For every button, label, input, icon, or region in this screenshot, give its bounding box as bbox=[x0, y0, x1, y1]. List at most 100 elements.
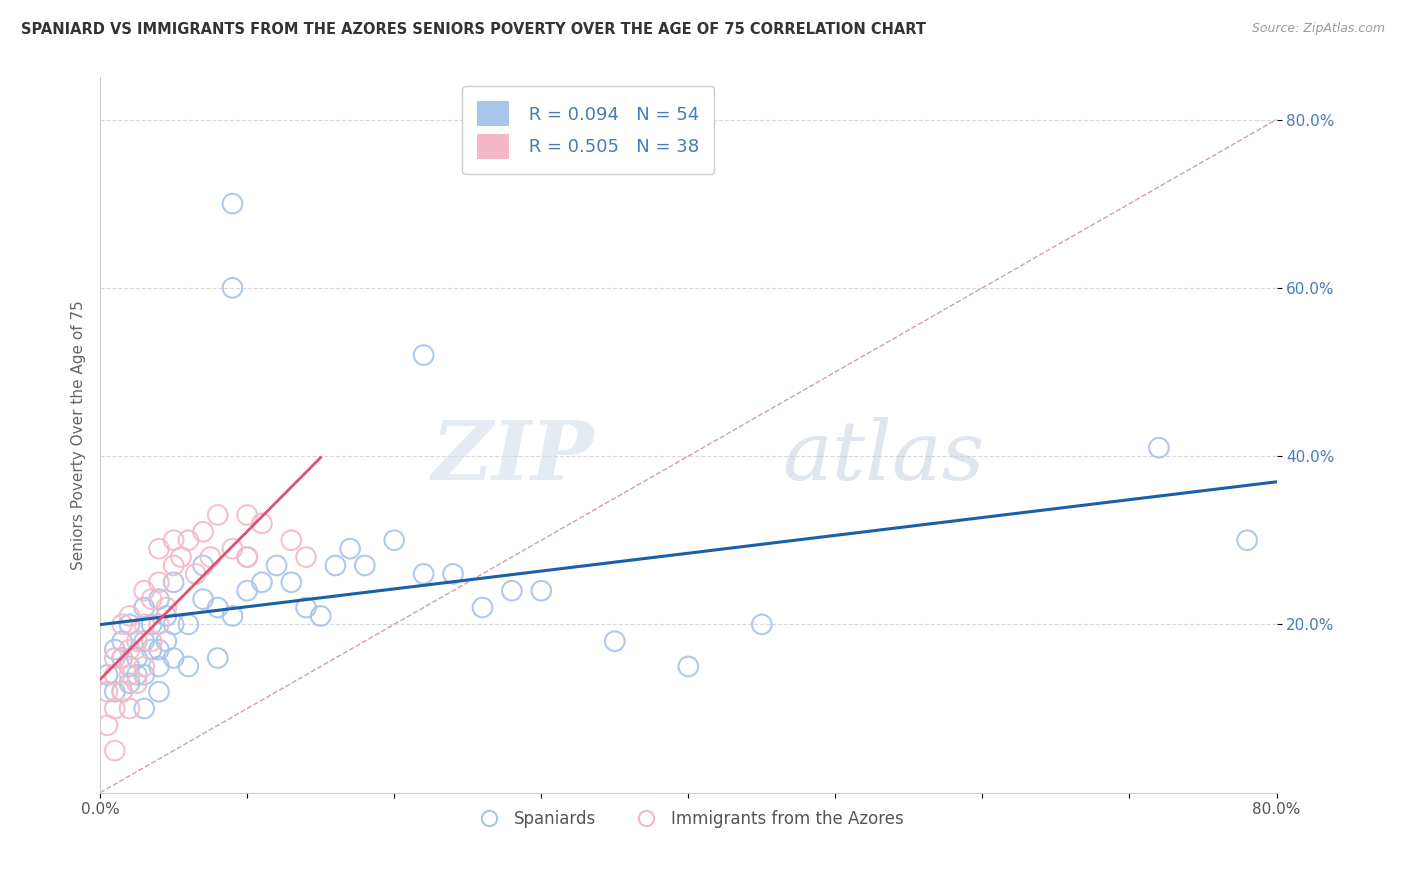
Point bbox=[111, 651, 134, 665]
Point bbox=[155, 634, 177, 648]
Point bbox=[134, 659, 156, 673]
Point bbox=[339, 541, 361, 556]
Point bbox=[200, 550, 222, 565]
Point bbox=[471, 600, 494, 615]
Point bbox=[104, 684, 127, 698]
Point bbox=[309, 609, 332, 624]
Point bbox=[104, 668, 127, 682]
Point bbox=[134, 617, 156, 632]
Point bbox=[118, 676, 141, 690]
Text: ZIP: ZIP bbox=[432, 417, 595, 497]
Point bbox=[280, 533, 302, 548]
Point bbox=[163, 575, 186, 590]
Point bbox=[325, 558, 347, 573]
Point bbox=[148, 617, 170, 632]
Point bbox=[177, 617, 200, 632]
Point bbox=[148, 642, 170, 657]
Point bbox=[221, 609, 243, 624]
Point bbox=[678, 659, 700, 673]
Point bbox=[125, 634, 148, 648]
Point bbox=[134, 668, 156, 682]
Point bbox=[221, 541, 243, 556]
Point bbox=[141, 642, 163, 657]
Point bbox=[155, 600, 177, 615]
Point bbox=[125, 651, 148, 665]
Point bbox=[141, 592, 163, 607]
Point bbox=[111, 617, 134, 632]
Point bbox=[118, 668, 141, 682]
Point bbox=[104, 743, 127, 757]
Point bbox=[1147, 441, 1170, 455]
Point bbox=[250, 516, 273, 531]
Point bbox=[148, 592, 170, 607]
Point bbox=[141, 617, 163, 632]
Point bbox=[111, 684, 134, 698]
Point bbox=[118, 701, 141, 715]
Point bbox=[104, 642, 127, 657]
Point bbox=[148, 541, 170, 556]
Point bbox=[111, 634, 134, 648]
Point bbox=[118, 642, 141, 657]
Point bbox=[118, 659, 141, 673]
Point bbox=[134, 583, 156, 598]
Point bbox=[751, 617, 773, 632]
Point bbox=[207, 651, 229, 665]
Point bbox=[191, 592, 214, 607]
Y-axis label: Seniors Poverty Over the Age of 75: Seniors Poverty Over the Age of 75 bbox=[72, 301, 86, 570]
Legend: Spaniards, Immigrants from the Azores: Spaniards, Immigrants from the Azores bbox=[465, 803, 911, 834]
Point bbox=[412, 348, 434, 362]
Point bbox=[412, 566, 434, 581]
Point bbox=[163, 533, 186, 548]
Point bbox=[236, 583, 259, 598]
Point bbox=[501, 583, 523, 598]
Point bbox=[125, 676, 148, 690]
Point bbox=[125, 668, 148, 682]
Text: Source: ZipAtlas.com: Source: ZipAtlas.com bbox=[1251, 22, 1385, 36]
Point bbox=[236, 550, 259, 565]
Point bbox=[177, 533, 200, 548]
Point bbox=[104, 651, 127, 665]
Point bbox=[191, 558, 214, 573]
Point bbox=[170, 550, 193, 565]
Point bbox=[236, 550, 259, 565]
Point bbox=[207, 508, 229, 522]
Point bbox=[163, 558, 186, 573]
Point bbox=[118, 609, 141, 624]
Point bbox=[96, 718, 118, 732]
Text: atlas: atlas bbox=[783, 417, 984, 497]
Point bbox=[266, 558, 288, 573]
Point bbox=[353, 558, 375, 573]
Point bbox=[148, 659, 170, 673]
Point bbox=[111, 651, 134, 665]
Point bbox=[134, 600, 156, 615]
Text: SPANIARD VS IMMIGRANTS FROM THE AZORES SENIORS POVERTY OVER THE AGE OF 75 CORREL: SPANIARD VS IMMIGRANTS FROM THE AZORES S… bbox=[21, 22, 927, 37]
Point bbox=[96, 668, 118, 682]
Point bbox=[141, 634, 163, 648]
Point bbox=[155, 609, 177, 624]
Point bbox=[148, 575, 170, 590]
Point bbox=[221, 196, 243, 211]
Point bbox=[111, 684, 134, 698]
Point bbox=[280, 575, 302, 590]
Point bbox=[441, 566, 464, 581]
Point bbox=[134, 634, 156, 648]
Point bbox=[207, 600, 229, 615]
Point bbox=[382, 533, 405, 548]
Point bbox=[118, 617, 141, 632]
Point bbox=[295, 550, 318, 565]
Point bbox=[177, 659, 200, 673]
Point bbox=[96, 684, 118, 698]
Point bbox=[295, 600, 318, 615]
Point bbox=[603, 634, 626, 648]
Point bbox=[1236, 533, 1258, 548]
Point bbox=[530, 583, 553, 598]
Point bbox=[184, 566, 207, 581]
Point bbox=[191, 524, 214, 539]
Point bbox=[134, 701, 156, 715]
Point bbox=[148, 684, 170, 698]
Point bbox=[104, 701, 127, 715]
Point bbox=[221, 281, 243, 295]
Point bbox=[250, 575, 273, 590]
Point bbox=[236, 508, 259, 522]
Point bbox=[163, 617, 186, 632]
